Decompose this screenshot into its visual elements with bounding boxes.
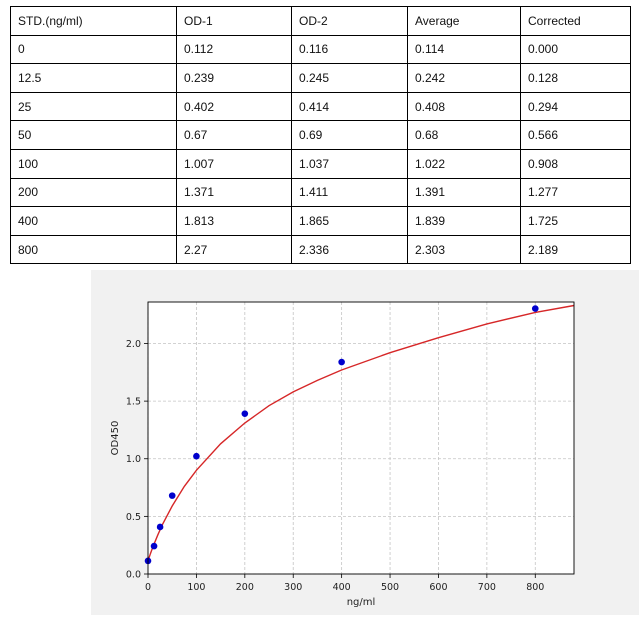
table-cell: 0.294 — [520, 91, 631, 122]
x-tick-label: 0 — [145, 582, 151, 593]
column-header: OD-1 — [176, 6, 292, 36]
x-tick-label: 200 — [236, 582, 254, 593]
x-tick-label: 300 — [284, 582, 302, 593]
table-cell: 50 — [10, 120, 177, 150]
table-cell: 0.116 — [291, 34, 408, 65]
table-cell: 1.037 — [291, 148, 408, 179]
table-cell: 0.402 — [176, 91, 292, 122]
table-row: 800 2.27 2.336 2.303 2.189 — [10, 234, 631, 265]
table-cell: 1.865 — [291, 206, 408, 236]
table-cell: 1.391 — [407, 177, 521, 208]
table-cell: 0.000 — [520, 34, 631, 65]
table-cell: 0.112 — [176, 34, 292, 65]
x-tick-label: 600 — [429, 582, 447, 593]
fit-curve-line — [147, 304, 575, 562]
y-tick-label: 2.0 — [126, 339, 141, 350]
table-cell: 0.908 — [520, 148, 631, 179]
table-row: 0 0.112 0.116 0.114 0.000 — [10, 34, 631, 65]
table-cell: 0.242 — [407, 63, 521, 93]
table-cell: 1.813 — [176, 206, 292, 236]
table-cell: 0.245 — [291, 63, 408, 93]
table-cell: 0.239 — [176, 63, 292, 93]
data-point — [193, 452, 200, 460]
table-cell: 0.128 — [520, 63, 631, 93]
data-point — [241, 410, 249, 417]
x-tick-label: 100 — [187, 582, 205, 593]
x-tick-label: 500 — [381, 582, 399, 593]
table-cell: 0 — [10, 34, 177, 65]
table-cell: 800 — [10, 234, 177, 265]
table-cell: 2.27 — [176, 234, 292, 265]
table-cell: 12.5 — [10, 63, 177, 93]
y-axis-label: OD450 — [110, 421, 121, 456]
table-cell: 400 — [10, 206, 177, 236]
table-cell: 1.022 — [407, 148, 521, 179]
table-cell: 0.408 — [407, 91, 521, 122]
x-tick-label: 700 — [478, 582, 496, 593]
table-row: 50 0.67 0.69 0.68 0.566 — [10, 120, 631, 150]
data-point — [156, 523, 164, 531]
table-row: 12.5 0.239 0.245 0.242 0.128 — [10, 63, 631, 93]
column-header: STD.(ng/ml) — [10, 6, 177, 36]
table-cell: 1.839 — [407, 206, 521, 236]
table-row: 100 1.007 1.037 1.022 0.908 — [10, 148, 631, 179]
y-tick-label: 1.0 — [126, 454, 141, 465]
table-cell: 2.303 — [407, 234, 521, 265]
table-cell: 0.68 — [407, 120, 521, 150]
table-cell: 2.336 — [291, 234, 408, 265]
table-cell: 1.277 — [520, 177, 631, 208]
table-cell: 0.69 — [291, 120, 408, 150]
table-cell: 25 — [10, 91, 177, 122]
table-cell: 0.414 — [291, 91, 408, 122]
data-point — [338, 358, 345, 366]
standards-table: STD.(ng/ml) OD-1 OD-2 Average Corrected 0 0.11… — [10, 6, 631, 265]
x-axis-label: ng/ml — [347, 597, 376, 608]
data-point — [168, 492, 176, 499]
table-cell: 200 — [10, 177, 177, 208]
table-row: 400 1.813 1.865 1.839 1.725 — [10, 206, 631, 236]
column-header: Corrected — [520, 6, 631, 36]
table-row: 200 1.371 1.411 1.391 1.277 — [10, 177, 631, 208]
table-header-row: STD.(ng/ml) OD-1 OD-2 Average Corrected — [10, 6, 631, 36]
column-header: OD-2 — [291, 6, 408, 36]
data-point — [150, 542, 158, 550]
table-row: 25 0.402 0.414 0.408 0.294 — [10, 91, 631, 122]
standard-curve-chart: 0 100 200 300 400 500 600 700 800 0.0 0.5 1.0 1.5 2.0… — [91, 270, 639, 615]
x-tick-label: 400 — [333, 582, 351, 593]
y-tick-label: 1.5 — [126, 397, 141, 408]
table-cell: 100 — [10, 148, 177, 179]
table-cell: 1.371 — [176, 177, 292, 208]
table-cell: 0.114 — [407, 34, 521, 65]
y-tick-label: 0.0 — [126, 570, 141, 581]
plot-area — [148, 302, 574, 574]
data-point — [531, 305, 539, 312]
x-tick-label: 800 — [526, 582, 544, 593]
column-header: Average — [407, 6, 521, 36]
table-cell: 0.566 — [520, 120, 631, 150]
table-cell: 1.007 — [176, 148, 292, 179]
y-tick-label: 0.5 — [126, 512, 141, 523]
chart-svg: 0 100 200 300 400 500 600 700 800 0.0 0.5 1.0 1.5 2.0… — [110, 301, 575, 608]
plot-frame — [147, 301, 575, 575]
table-cell: 2.189 — [520, 234, 631, 265]
table-cell: 1.411 — [291, 177, 408, 208]
table-cell: 1.725 — [520, 206, 631, 236]
table-cell: 0.67 — [176, 120, 292, 150]
